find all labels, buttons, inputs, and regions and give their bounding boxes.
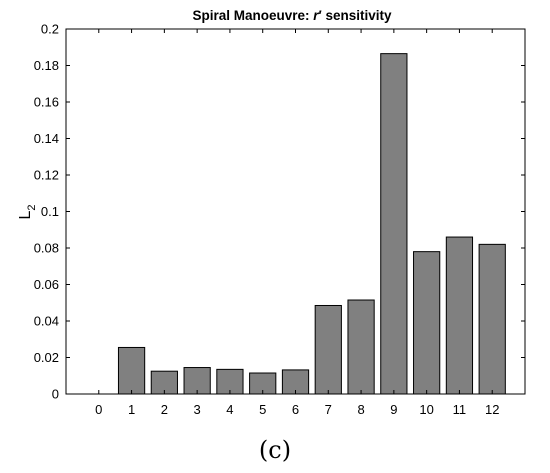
y-axis-label-subscript: 2 bbox=[26, 204, 38, 210]
bars-group bbox=[117, 53, 506, 395]
bar-12 bbox=[478, 243, 506, 395]
x-tick-label-3: 3 bbox=[194, 402, 201, 417]
y-axis-label: L2 bbox=[17, 204, 38, 219]
y-tick-label: 0.14 bbox=[34, 131, 59, 146]
chart-title: Spiral Manoeuvre: r′ sensitivity bbox=[192, 8, 392, 23]
y-ticks-group: 0 0.02 0.04 0.06 0.08 0.1 0.12 0.14 0.16 0.18 0.2 bbox=[34, 22, 525, 402]
x-tick-label-8: 8 bbox=[357, 402, 364, 417]
x-tick-label-10: 10 bbox=[419, 402, 433, 417]
y-tick-label: 0 bbox=[52, 387, 59, 402]
figure-caption: (c) bbox=[258, 436, 292, 464]
bar-6 bbox=[281, 369, 310, 395]
x-tick-label-11: 11 bbox=[453, 402, 467, 417]
title-prime: ′ bbox=[319, 8, 322, 23]
x-tick-label-6: 6 bbox=[292, 402, 299, 417]
bar-9 bbox=[380, 53, 408, 395]
x-tick-label-4: 4 bbox=[226, 402, 233, 417]
bar-8 bbox=[347, 299, 375, 395]
title-rest: sensitivity bbox=[322, 8, 392, 23]
y-tick-label: 0.02 bbox=[34, 350, 59, 365]
bar-10 bbox=[413, 251, 441, 395]
y-tick-label: 0.2 bbox=[41, 22, 59, 37]
bar-11 bbox=[445, 236, 474, 395]
bar-1 bbox=[117, 346, 146, 395]
title-main: Spiral Manoeuvre: bbox=[192, 8, 313, 23]
y-tick-label: 0.16 bbox=[34, 95, 59, 110]
y-tick-label: 0.1 bbox=[41, 204, 59, 219]
y-tick-label: 0.08 bbox=[34, 241, 59, 256]
bar-3 bbox=[183, 367, 211, 395]
x-tick-label-7: 7 bbox=[325, 402, 332, 417]
y-tick-label: 0.12 bbox=[34, 168, 59, 183]
x-tick-label-0: 0 bbox=[95, 402, 102, 417]
x-tick-label-2: 2 bbox=[161, 402, 168, 417]
y-tick-label: 0.06 bbox=[34, 277, 59, 292]
x-tick-label-12: 12 bbox=[485, 402, 499, 417]
x-tick-label-9: 9 bbox=[390, 402, 397, 417]
x-tick-label-5: 5 bbox=[259, 402, 266, 417]
bar-4 bbox=[216, 368, 244, 395]
y-tick-label: 0.04 bbox=[34, 314, 59, 329]
bar-7 bbox=[314, 304, 342, 395]
x-ticks-group: 0 1 2 3 4 5 6 7 8 9 10 11 12 bbox=[95, 29, 499, 417]
title-symbol: r bbox=[313, 8, 319, 23]
plot-frame bbox=[65, 28, 526, 395]
y-axis-label-main: L bbox=[17, 211, 34, 220]
x-tick-label-1: 1 bbox=[128, 402, 135, 417]
y-tick-label: 0.18 bbox=[34, 58, 59, 73]
